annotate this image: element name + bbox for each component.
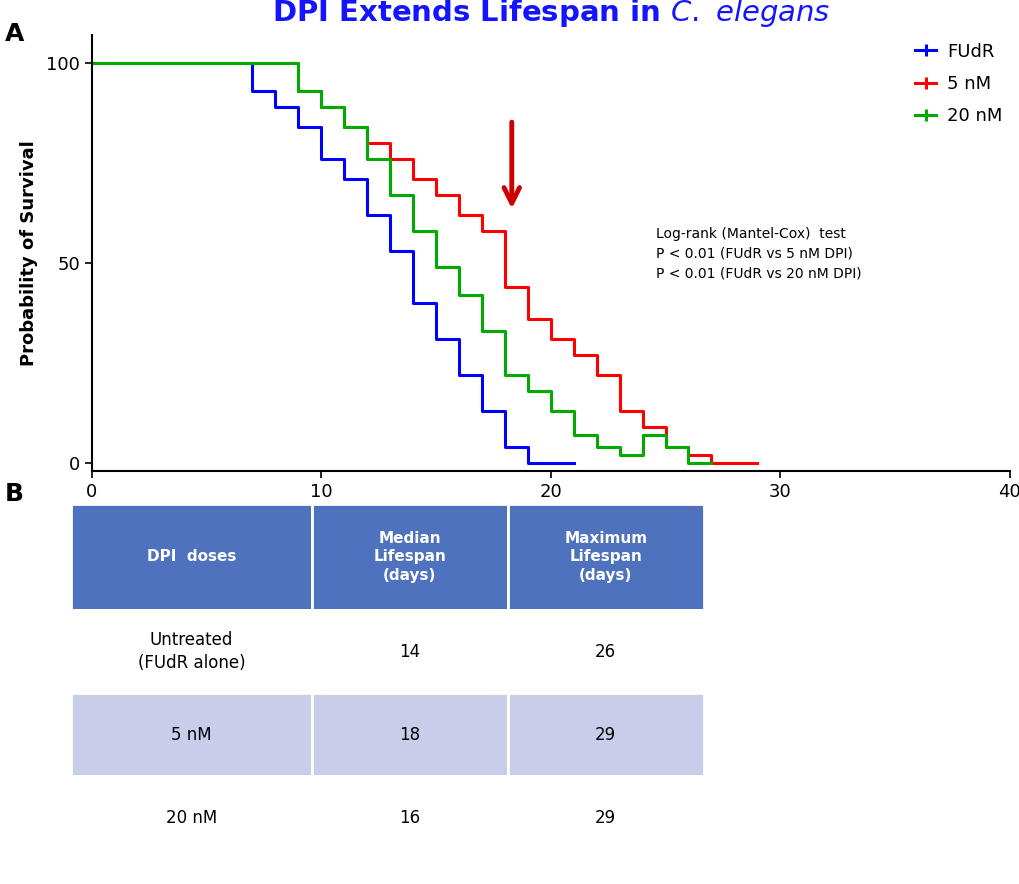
Text: 14: 14 xyxy=(398,643,420,660)
Text: 20 nM: 20 nM xyxy=(166,809,217,827)
Bar xyxy=(71,693,312,776)
Text: 16: 16 xyxy=(398,809,420,827)
Legend: FUdR, 5 nM, 20 nM: FUdR, 5 nM, 20 nM xyxy=(907,35,1009,133)
Bar xyxy=(507,610,703,693)
Bar xyxy=(71,776,312,859)
Text: Median
Lifespan
(days): Median Lifespan (days) xyxy=(373,530,445,583)
Text: 18: 18 xyxy=(398,726,420,743)
Bar xyxy=(312,693,507,776)
Bar xyxy=(312,776,507,859)
Bar xyxy=(312,610,507,693)
Bar xyxy=(312,504,507,610)
Text: B: B xyxy=(5,482,24,506)
Bar xyxy=(507,693,703,776)
Text: Log-rank (Mantel-Cox)  test
P < 0.01 (FUdR vs 5 nM DPI)
P < 0.01 (FUdR vs 20 nM : Log-rank (Mantel-Cox) test P < 0.01 (FUd… xyxy=(656,227,861,280)
Text: A: A xyxy=(5,22,24,46)
Text: Untreated
(FUdR alone): Untreated (FUdR alone) xyxy=(138,631,246,672)
Text: Maximum
Lifespan
(days): Maximum Lifespan (days) xyxy=(564,530,647,583)
Text: 29: 29 xyxy=(595,809,615,827)
Title: DPI Extends Lifespan in $\mathit{C.\ elegans}$: DPI Extends Lifespan in $\mathit{C.\ ele… xyxy=(271,0,829,29)
Bar xyxy=(507,504,703,610)
X-axis label: Days: Days xyxy=(522,509,579,530)
Text: 26: 26 xyxy=(595,643,615,660)
Y-axis label: Probability of Survival: Probability of Survival xyxy=(19,141,38,366)
Bar xyxy=(71,504,312,610)
Bar xyxy=(507,776,703,859)
Text: DPI  doses: DPI doses xyxy=(147,550,236,564)
Text: 5 nM: 5 nM xyxy=(171,726,212,743)
Bar xyxy=(71,610,312,693)
Text: 29: 29 xyxy=(595,726,615,743)
